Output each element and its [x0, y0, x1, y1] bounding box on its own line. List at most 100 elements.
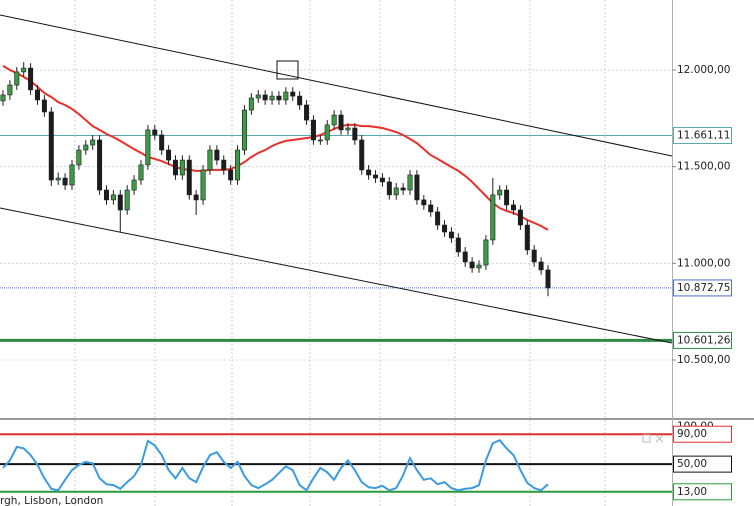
- candle-body: [379, 177, 385, 183]
- candle-body: [21, 67, 27, 73]
- candle-body: [159, 134, 165, 151]
- candle-body: [276, 95, 282, 101]
- candle-body: [269, 95, 275, 101]
- y-tick-label: 11.500,00: [677, 161, 730, 173]
- candle-body: [531, 249, 537, 263]
- candle-body: [207, 149, 213, 171]
- price-panel: [0, 0, 672, 418]
- level-label-box: [673, 331, 732, 349]
- candle-body: [14, 71, 20, 86]
- y-tick-label: 11.000,00: [677, 257, 730, 269]
- candle-body: [297, 95, 303, 106]
- trend-line: [0, 14, 673, 157]
- candle-body: [324, 124, 330, 141]
- level-label: 13,00: [677, 486, 707, 498]
- moving-average: [2, 65, 549, 231]
- candle-body: [476, 264, 482, 269]
- candle-body: [179, 159, 185, 176]
- candle-body: [304, 104, 310, 121]
- candle-body: [414, 174, 420, 201]
- candle-body: [248, 97, 254, 111]
- candle-body: [345, 127, 351, 131]
- candle-body: [62, 177, 68, 186]
- candle-body: [517, 209, 523, 226]
- candle-body: [373, 174, 379, 179]
- candle-body: [90, 139, 96, 146]
- candle-body: [103, 189, 109, 201]
- candle-body: [228, 169, 234, 181]
- candle-body: [214, 149, 220, 161]
- footer-label: rgh, Lisbon, London: [0, 495, 103, 506]
- candle-body: [241, 109, 247, 151]
- candle-body: [490, 194, 496, 241]
- candle-body: [511, 204, 517, 211]
- panel-icon[interactable]: [642, 434, 651, 443]
- candle-body: [235, 149, 241, 181]
- candle-body: [331, 114, 337, 126]
- candle-body: [83, 144, 89, 151]
- candle-body: [393, 187, 399, 196]
- candle-body: [428, 204, 434, 213]
- candle-body: [76, 149, 82, 166]
- candle-body: [366, 169, 372, 176]
- candle-body: [255, 94, 261, 99]
- candle-body: [48, 111, 54, 181]
- candle-body: [386, 181, 392, 196]
- candle-body: [200, 169, 206, 201]
- candle-body: [483, 239, 489, 266]
- candle-body: [262, 94, 268, 101]
- trend-line: [0, 207, 673, 344]
- candle-body: [407, 174, 413, 191]
- candle-body: [524, 224, 530, 251]
- candle-body: [152, 129, 158, 136]
- candle-body: [338, 114, 344, 131]
- candle-body: [317, 139, 323, 142]
- candle-body: [55, 177, 61, 181]
- candle-body: [504, 189, 510, 206]
- candle-body: [186, 159, 192, 196]
- candle-body: [110, 194, 116, 201]
- candle-body: [283, 91, 289, 101]
- candle-body: [97, 139, 103, 191]
- value-axis: 12.000,00 11.500,00 11.000,00 10.500,00 11.6…: [672, 64, 732, 501]
- overlay: [0, 14, 673, 443]
- level-label-box: [673, 483, 732, 501]
- marker-box: [276, 60, 299, 80]
- y-tick-label: 10.500,00: [677, 354, 730, 366]
- candle-body: [41, 99, 47, 113]
- candle-body: [290, 91, 296, 97]
- candle-body: [435, 211, 441, 226]
- level-label: 10.872,75: [677, 282, 730, 294]
- candle-body: [7, 84, 13, 96]
- y-tick-label: 12.000,00: [677, 64, 730, 76]
- candle-body: [462, 251, 468, 263]
- candle-body: [310, 119, 316, 141]
- level-label: 11.661,11: [677, 130, 730, 142]
- level-label-box: [673, 127, 732, 145]
- level-label: 90,00: [677, 428, 707, 440]
- candle-body: [193, 194, 199, 201]
- candle-body: [124, 189, 130, 211]
- candle-body: [166, 149, 172, 161]
- candle-body: [455, 237, 461, 253]
- candle-body: [400, 187, 406, 191]
- candle-body: [28, 67, 34, 91]
- rsi-panel: [0, 420, 672, 506]
- candle-body: [117, 194, 123, 211]
- candle-body: [131, 179, 137, 191]
- rsi-line: [2, 438, 549, 492]
- candle-body: [469, 261, 475, 269]
- candle-body: [545, 269, 551, 289]
- candle-body: [359, 139, 365, 171]
- candle-body: [145, 129, 151, 166]
- level-label-box: [673, 425, 732, 443]
- candle-body: [138, 164, 144, 181]
- level-label-box: [673, 455, 732, 473]
- candle-body: [34, 89, 40, 101]
- panel-close-icon[interactable]: [655, 434, 664, 443]
- level-label: 10.601,26: [677, 334, 731, 346]
- candle-body: [172, 159, 178, 176]
- level-label-box: [673, 279, 732, 297]
